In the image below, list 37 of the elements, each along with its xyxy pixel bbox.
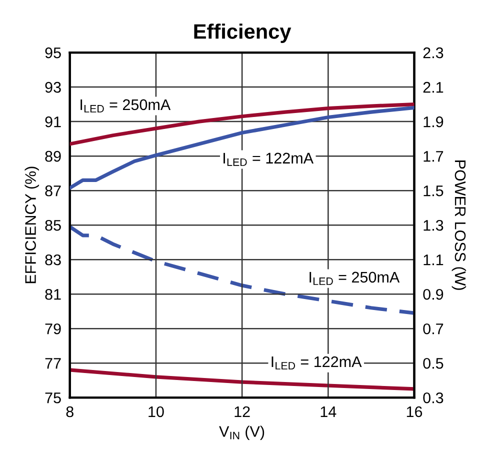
y-tick-label: 77 [45, 358, 61, 369]
series-label: I$_{LED}$ = 250mA [80, 99, 171, 112]
y2-tick-label: 0.5 [423, 358, 444, 369]
series-label: I$_{LED}$ = 122mA [224, 152, 314, 166]
x-tick-label: 12 [234, 406, 250, 417]
y2-tick-label: 0.7 [423, 323, 444, 334]
y2-tick-label: 2.3 [423, 47, 444, 58]
y-tick-label: 95 [45, 47, 61, 58]
line-series [70, 224, 414, 315]
line-series [70, 368, 414, 391]
x-tick-label: 8 [66, 406, 74, 418]
x-tick-label: 16 [406, 406, 422, 418]
y2-tick-label: 0.3 [423, 392, 444, 404]
x-axis-title: V$_{IN}$ (V) [219, 426, 264, 440]
x-tick-label: 10 [148, 406, 164, 418]
series-label: I$_{LED}$ = 250mA [310, 272, 400, 285]
y-tick-label: 81 [45, 288, 61, 300]
y-tick-label: 89 [45, 150, 61, 162]
y2-tick-label: 1.9 [424, 116, 444, 128]
y-tick-label: 91 [45, 116, 61, 128]
y2-axis-title: POWER LOSS (W) [452, 160, 466, 290]
y2-tick-label: 0.9 [423, 288, 444, 300]
y-tick-label: 85 [45, 220, 61, 231]
y2-tick-label: 1.3 [424, 220, 444, 231]
y2-tick-label: 2.1 [423, 82, 444, 93]
y-tick-label: 83 [45, 254, 61, 266]
y2-tick-label: 1.5 [424, 186, 444, 196]
y2-tick-label: 1.7 [424, 151, 444, 162]
y-tick-label: 93 [45, 82, 61, 93]
chart-title: Efficiency [194, 24, 292, 43]
y-axis-title: EFFICIENCY (%) [24, 166, 39, 284]
x-tick-label: 14 [320, 406, 336, 417]
series-label: I$_{LED}$ = 122mA [272, 356, 362, 370]
y-tick-label: 79 [45, 323, 61, 334]
y-tick-label: 75 [45, 392, 61, 404]
y2-tick-label: 1.1 [424, 254, 444, 266]
y-tick-label: 87 [45, 185, 61, 196]
